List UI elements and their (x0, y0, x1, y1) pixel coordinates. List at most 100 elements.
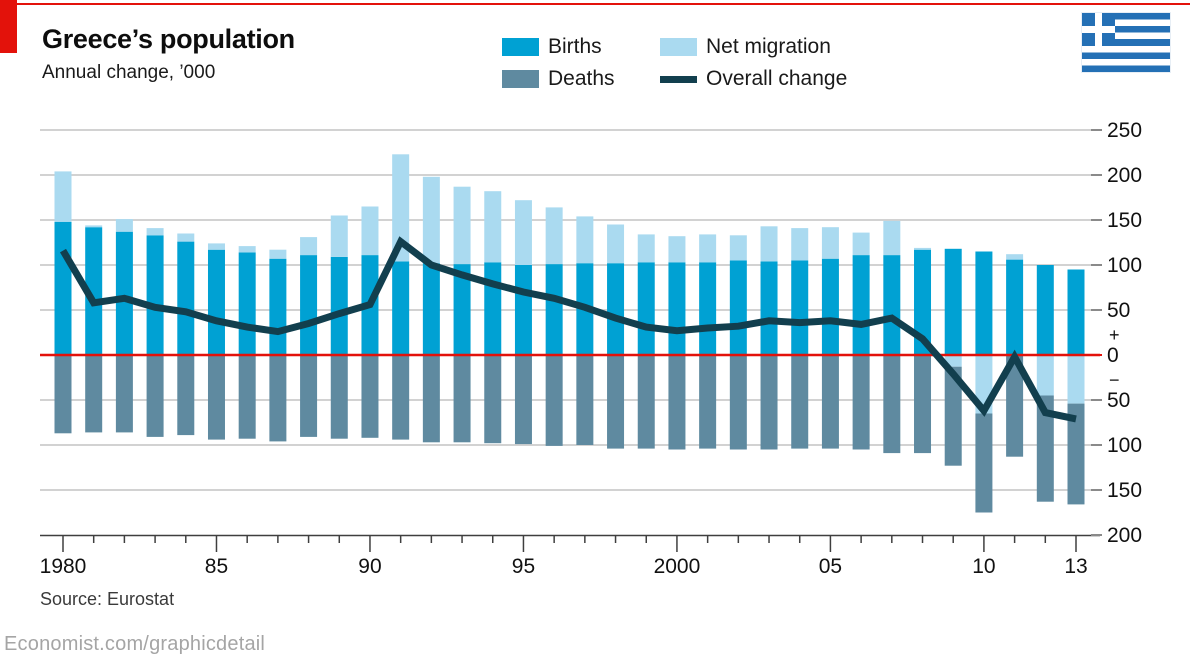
bar-net-migration-1998 (607, 224, 625, 264)
bar-births-1981 (85, 227, 103, 355)
x-axis-label-2000: 2000 (654, 555, 701, 578)
bar-net-migration-2008 (914, 247, 932, 250)
bar-net-migration-2009 (944, 355, 962, 367)
bar-deaths-1996 (545, 355, 563, 446)
y-axis-label--200: 200 (1107, 524, 1142, 547)
page-subtitle: Annual change, ’000 (42, 62, 216, 83)
bar-net-migration-2000 (668, 236, 686, 263)
bar-deaths-2005 (821, 355, 839, 449)
bar-deaths-1993 (453, 355, 471, 443)
bar-births-1980 (54, 221, 72, 355)
bar-deaths-2003 (760, 355, 778, 450)
bar-net-migration-1985 (207, 243, 225, 250)
bar-deaths-2004 (791, 355, 809, 449)
bar-births-1987 (269, 258, 287, 355)
bar-deaths-1985 (207, 355, 225, 440)
bar-net-migration-1980 (54, 171, 72, 222)
bar-net-migration-1986 (238, 246, 256, 253)
y-axis-label-50: 50 (1107, 299, 1130, 322)
bar-births-2004 (791, 260, 809, 355)
bar-births-1986 (238, 252, 256, 355)
top-red-rule (0, 3, 1190, 5)
bar-deaths-2000 (668, 355, 686, 450)
x-axis-label-1980: 1980 (40, 555, 87, 578)
bar-net-migration-1989 (330, 215, 348, 257)
bar-deaths-2010 (975, 413, 993, 513)
bar-net-migration-1988 (300, 237, 318, 256)
bar-births-2009 (944, 248, 962, 355)
bar-deaths-2009 (944, 366, 962, 466)
bar-net-migration-1995 (514, 200, 532, 265)
bar-deaths-2001 (699, 355, 717, 449)
bar-net-migration-2006 (852, 232, 870, 256)
y-axis-label-150: 150 (1107, 209, 1142, 232)
y-axis-label-250: 250 (1107, 119, 1142, 142)
bar-net-migration-2012 (1036, 355, 1054, 396)
bar-births-1984 (177, 241, 195, 355)
bar-net-migration-1982 (115, 219, 133, 232)
bar-births-1991 (392, 261, 410, 355)
y-axis-label--50: 50 (1107, 389, 1130, 412)
x-axis-label-2010: 10 (972, 555, 995, 578)
bar-deaths-1991 (392, 355, 410, 440)
bar-births-1989 (330, 256, 348, 355)
bar-deaths-2006 (852, 355, 870, 450)
bar-deaths-2007 (883, 355, 901, 454)
bar-net-migration-1990 (361, 206, 379, 256)
bar-deaths-1997 (576, 355, 594, 445)
bar-deaths-1981 (85, 355, 103, 433)
bar-deaths-2008 (914, 355, 932, 454)
y-axis-plus-sign: + (1109, 325, 1120, 345)
legend-label-net-migration: Net migration (706, 35, 831, 58)
bar-deaths-1994 (484, 355, 502, 444)
bar-births-1985 (207, 249, 225, 355)
bar-deaths-1998 (607, 355, 625, 449)
bar-deaths-1987 (269, 355, 287, 442)
y-axis-label-0: 0 (1107, 344, 1119, 367)
x-axis-label-1990: 90 (358, 555, 381, 578)
bar-births-2000 (668, 262, 686, 355)
bar-births-1994 (484, 262, 502, 355)
bar-births-2001 (699, 262, 717, 355)
bar-net-migration-1997 (576, 216, 594, 264)
bar-net-migration-1999 (637, 234, 655, 263)
bar-deaths-1983 (146, 355, 164, 437)
bar-net-migration-2003 (760, 226, 778, 262)
x-axis-label-1985: 85 (205, 555, 228, 578)
bar-births-2008 (914, 249, 932, 355)
flag-canton (1082, 13, 1115, 46)
bar-net-migration-2005 (821, 227, 839, 259)
bar-births-1995 (514, 265, 532, 355)
bar-births-1993 (453, 264, 471, 355)
bar-deaths-1995 (514, 355, 532, 445)
x-axis-label-1995: 95 (512, 555, 535, 578)
page-title: Greece’s population (42, 24, 295, 54)
bar-births-2003 (760, 261, 778, 355)
bar-net-migration-1994 (484, 191, 502, 263)
bar-net-migration-1993 (453, 186, 471, 265)
bar-net-migration-2013 (1067, 355, 1085, 404)
bar-deaths-1999 (637, 355, 655, 449)
bar-births-1988 (300, 255, 318, 355)
bar-deaths-2012 (1036, 395, 1054, 502)
overall-change-line (59, 236, 1077, 423)
bar-net-migration-1992 (422, 176, 440, 264)
overall-change-swatch (660, 76, 697, 83)
y-axis-label-200: 200 (1107, 164, 1142, 187)
y-axis-minus-sign: − (1109, 370, 1120, 390)
bar-net-migration-2001 (699, 234, 717, 263)
bar-deaths-2011 (1006, 355, 1024, 457)
bar-net-migration-1984 (177, 233, 195, 242)
bar-deaths-1982 (115, 355, 133, 433)
legend-label-deaths: Deaths (548, 67, 615, 90)
greece-flag (1081, 12, 1171, 73)
legend-label-overall-change: Overall change (706, 67, 848, 90)
bar-net-migration-2011 (1006, 254, 1024, 260)
bar-net-migration-2007 (883, 220, 901, 256)
net-migration-swatch (660, 38, 697, 56)
y-axis-label--150: 150 (1107, 479, 1142, 502)
bar-deaths-1980 (54, 355, 72, 434)
flag-cross-horizontal (1082, 26, 1115, 33)
bar-deaths-1984 (177, 355, 195, 436)
bar-deaths-2013 (1067, 403, 1085, 505)
